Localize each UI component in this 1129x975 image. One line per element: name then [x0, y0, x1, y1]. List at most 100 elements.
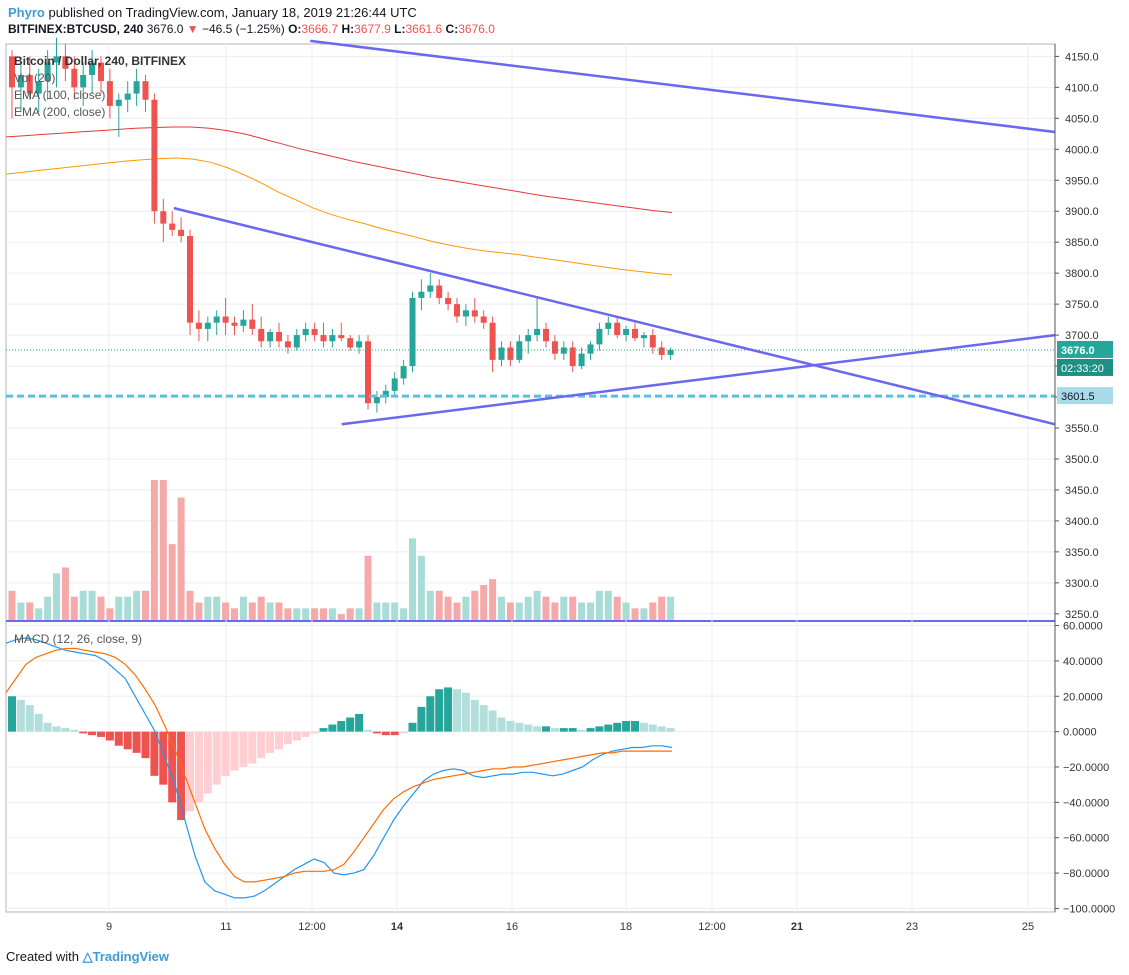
volume-bar: [337, 614, 345, 620]
macd-tick-label: −80.0000: [1063, 868, 1109, 880]
last-close: 3676.0: [146, 22, 184, 36]
candle-body: [80, 74, 87, 88]
macd-histogram-bar: [292, 731, 301, 741]
publish-text: published on TradingView.com, January 18…: [48, 5, 417, 20]
candle-body: [213, 316, 220, 323]
macd-histogram-bar: [453, 689, 461, 732]
macd-tick-label: −60.0000: [1063, 833, 1109, 845]
volume-bar: [328, 608, 336, 620]
price-tick-label: 3900.0: [1065, 206, 1099, 218]
macd-histogram-bar: [542, 726, 550, 732]
volume-bar: [489, 579, 497, 620]
ema-lines: [5, 126, 673, 276]
macd-histogram-bar: [390, 731, 399, 736]
volume-bar: [506, 602, 514, 620]
macd-histogram-bar: [631, 721, 639, 732]
macd-histogram-bar: [105, 731, 114, 741]
candle-body: [632, 328, 638, 339]
volume-bar: [426, 590, 434, 620]
macd-histogram-bar: [16, 699, 25, 732]
candle-body: [365, 341, 371, 404]
candle-body: [151, 99, 158, 212]
volume-bar: [275, 602, 283, 620]
volume-bar: [604, 590, 612, 620]
macd-histogram-bar: [577, 729, 586, 732]
macd-histogram-bar: [114, 731, 123, 746]
volume-bar: [248, 602, 256, 620]
symbol-name: BITFINEX:BTCUSD, 240: [8, 22, 144, 36]
rising-support-line: [341, 333, 1056, 426]
volume-bar: [524, 596, 532, 620]
volume-bar: [622, 602, 630, 620]
upper-resistance-line: [310, 39, 1056, 134]
macd-histogram-bar: [550, 728, 559, 732]
macd-histogram-bar: [515, 722, 524, 732]
volume-bar: [213, 596, 221, 620]
candle-body: [222, 316, 229, 323]
macd-tick-label: −40.0000: [1063, 797, 1109, 809]
close-label: C:: [445, 22, 459, 36]
time-tick-label: 9: [106, 921, 112, 933]
macd-histogram-bar: [488, 710, 497, 732]
volume-bar: [293, 608, 301, 620]
volume-bar: [578, 602, 586, 620]
high-label: H:: [341, 22, 355, 36]
macd-histogram-bar: [168, 731, 177, 803]
candle-body: [409, 297, 416, 367]
price-tick-label: 3850.0: [1065, 237, 1099, 249]
volume-bars: [8, 480, 675, 620]
candle-body: [284, 341, 291, 348]
volume-bar: [168, 544, 176, 620]
signal-line: [5, 647, 672, 883]
candle-body: [204, 322, 211, 329]
candle-body: [240, 319, 247, 326]
candle-body: [551, 341, 558, 354]
volume-bar: [26, 602, 34, 620]
volume-bar: [53, 573, 60, 620]
macd-line: [5, 637, 673, 899]
candle-body: [62, 56, 69, 69]
volume-bar: [346, 608, 354, 620]
candle-body: [471, 310, 478, 317]
volume-bar: [391, 602, 399, 620]
price-tick-label: 3950.0: [1065, 175, 1099, 187]
candle-body: [231, 322, 238, 326]
macd-histogram-bar: [355, 713, 364, 732]
tradingview-logo-icon[interactable]: △: [82, 949, 93, 964]
volume-bar: [587, 602, 594, 620]
volume-bar: [453, 602, 461, 620]
volume-bar: [124, 596, 132, 620]
low-label: L:: [394, 22, 406, 36]
open-label: O:: [288, 22, 302, 36]
tradingview-brand[interactable]: TradingView: [92, 949, 169, 964]
macd-tick-label: 60.0000: [1063, 621, 1103, 633]
volume-bar: [533, 590, 541, 620]
candle-body: [249, 319, 256, 329]
candle-body: [124, 93, 131, 100]
volume-bar: [364, 555, 372, 620]
macd-histogram-bar: [221, 731, 230, 776]
macd-tick-label: 0.0000: [1063, 727, 1097, 739]
macd-histogram-bar: [8, 696, 16, 732]
candle-body: [560, 347, 567, 354]
macd-histogram-bar: [666, 728, 675, 732]
candle-body: [658, 347, 665, 355]
candle-body: [614, 322, 621, 336]
candle-body: [569, 347, 576, 367]
time-tick-label: 16: [506, 921, 518, 933]
macd-histogram-bar: [364, 729, 372, 732]
macd-histogram-bar: [337, 721, 346, 732]
price-tick-label: 4100.0: [1065, 82, 1099, 94]
volume-bar: [658, 596, 666, 620]
candle-body: [133, 81, 140, 94]
macd-histogram-bar: [25, 705, 34, 732]
time-tick-label: 18: [620, 921, 632, 933]
author-name[interactable]: Phyro: [8, 5, 45, 20]
volume-bar: [613, 596, 621, 620]
candle-body: [534, 328, 541, 336]
candle-body: [169, 223, 176, 230]
volume-bar: [88, 590, 96, 620]
volume-bar: [302, 608, 310, 620]
candle-body: [276, 332, 282, 342]
